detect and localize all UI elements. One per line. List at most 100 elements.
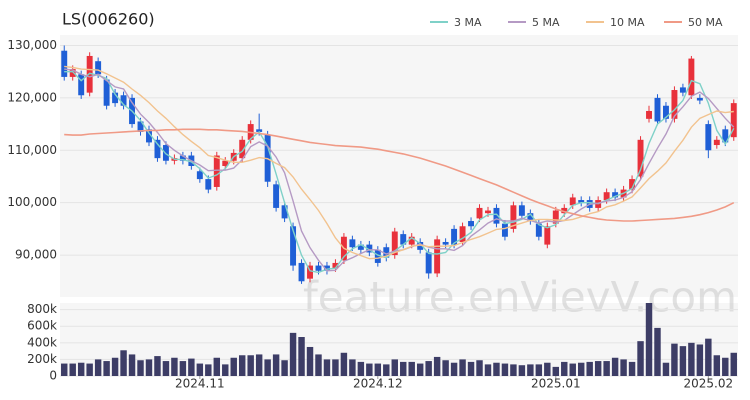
candle-body [112,92,119,104]
volume-bar [476,360,483,376]
volume-bar [416,363,424,376]
volume-bar [654,327,661,376]
candle-body [493,207,500,224]
legend-label: 10 MA [610,16,645,29]
volume-bar [628,361,636,376]
volume-bar [213,357,221,376]
candle-body [451,228,458,245]
volume-bar [705,338,712,376]
volume-bar [484,364,492,376]
candle-body [696,97,703,101]
candle-body [349,239,356,248]
x-tick-label: 2024.11 [175,377,225,391]
candle-body [323,265,330,271]
volume-bar [569,363,576,376]
volume-bar [103,361,110,376]
candle-body [510,205,517,229]
y-tick-label: 800k [27,302,57,316]
candle-body [281,205,288,219]
volume-bar [77,362,85,376]
volume-bar [594,361,602,376]
candle-body [400,234,407,245]
volume-bar [611,357,619,376]
volume-bar [383,364,390,376]
y-tick-label: 120,000 [7,90,57,104]
volume-bar [730,352,737,376]
volume-bar [400,361,407,376]
candle-body [374,249,381,263]
volume-bar [137,360,144,376]
ma-line [64,71,735,274]
candle-body [61,50,68,77]
volume-bar [501,363,509,376]
candle-body [561,207,568,214]
volume-bar [510,364,517,376]
y-tick-label: 100,000 [7,195,57,209]
volume-bar [323,359,331,376]
candle-body [307,265,313,279]
candle-body [78,74,85,96]
volume-bar [408,361,415,376]
volume-bar [298,337,305,376]
volume-bar [171,357,178,376]
volume-bar [340,352,348,376]
volume-bar [374,363,382,376]
candle-body [137,121,144,132]
candle-body [120,95,127,106]
candle-body [612,192,619,198]
volume-bar [315,354,322,376]
candle-body [256,129,263,132]
candle-body [315,265,322,271]
volume-bar [696,344,704,376]
volume-bar [577,362,585,376]
y-tick-label: 200k [27,352,57,366]
candle-body [518,205,525,216]
volume-bar [281,360,288,376]
volume-bar [264,359,271,376]
volume-bar [230,357,237,376]
candle-body [222,160,229,166]
volume-bar [603,361,610,376]
volume-bar [722,357,729,376]
candle-body [442,241,449,245]
candle-body [569,197,576,206]
volume-bar [111,357,119,376]
y-tick-label: 130,000 [7,38,57,52]
candle-body [273,184,280,208]
ma-line [64,65,734,260]
volume-bar [145,359,153,376]
volume-bar [222,364,229,376]
candle-body [637,139,644,177]
candle-body [383,247,390,258]
volume-bar [561,361,568,376]
candle-body [357,244,364,250]
volume-bar [162,361,170,376]
candle-body [459,226,466,242]
volume-bar [518,365,526,376]
volume-bar [671,343,678,376]
legend-label: 50 MA [688,16,723,29]
candle-body [205,179,212,190]
candle-body [408,236,415,245]
candle-body [485,210,491,214]
candle-body [425,252,432,274]
candle-body [434,239,441,274]
candle-body [391,231,398,256]
volume-bar [61,363,68,376]
chart-title: LS(006260) [62,10,155,29]
candle-body [679,87,686,93]
candle-body [95,61,102,75]
candle-body [332,262,339,269]
volume-bar [433,356,441,376]
candle-body [146,129,152,143]
candle-body [290,226,297,266]
candle-body [366,244,373,253]
candle-body [705,124,712,151]
candle-body [527,213,534,222]
y-tick-label: 600k [27,319,57,333]
volume-bar [128,354,136,376]
candle-body [629,179,636,190]
volume-bar [196,363,204,376]
volume-bar [713,355,721,376]
candle-body [154,139,161,159]
